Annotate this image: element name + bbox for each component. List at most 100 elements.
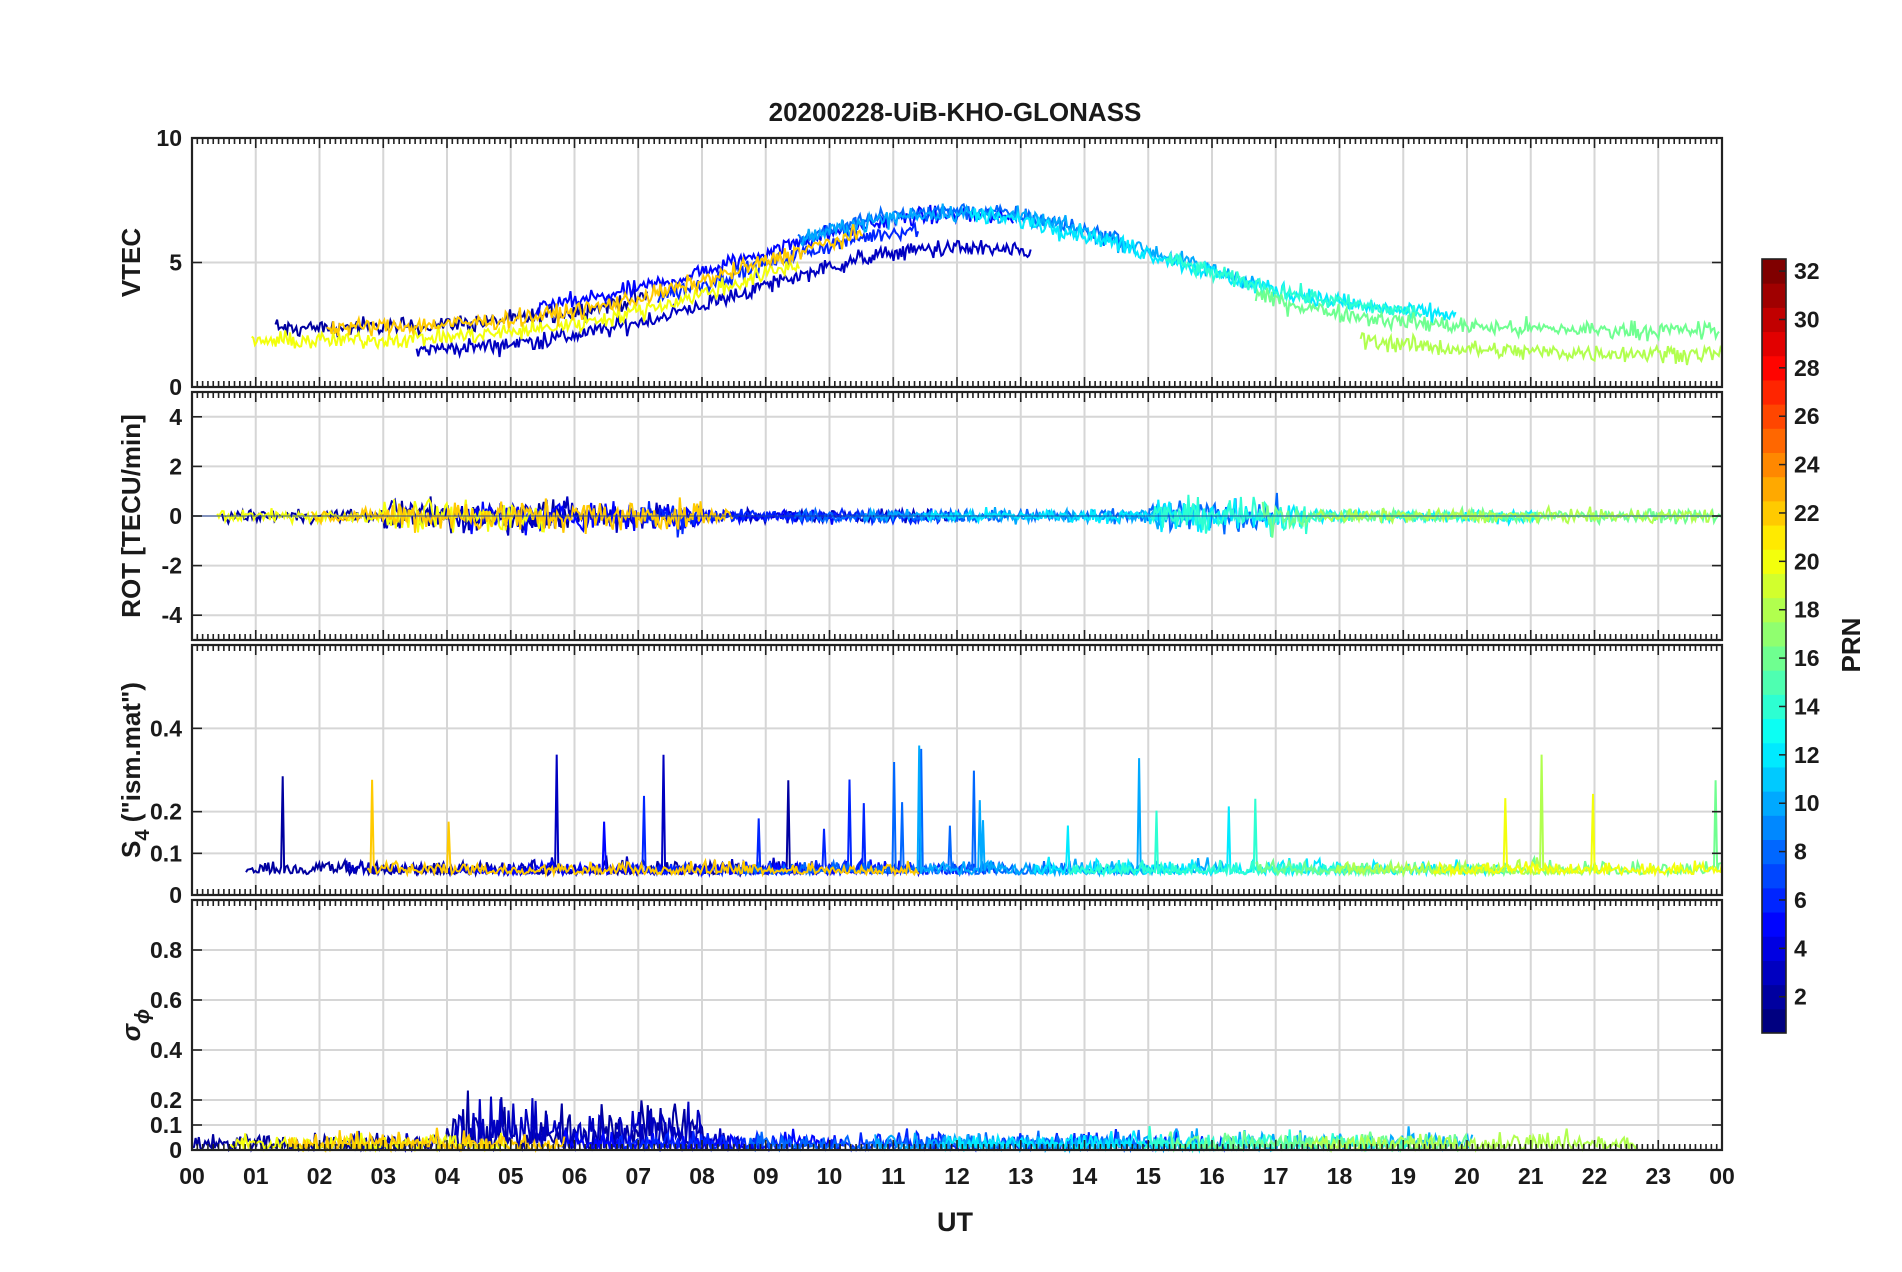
colorbar-label: PRN: [1836, 618, 1866, 673]
colorbar-band: [1762, 960, 1786, 986]
rot-panel: -4 -2 0 2 4 ROT [TECU/min]: [116, 390, 1724, 642]
y-axis-label: S4 ("ism.mat"): [116, 682, 154, 858]
colorbar-band: [1762, 525, 1786, 550]
colorbar-tick-label: 4: [1794, 935, 1807, 961]
x-tick-label: 05: [498, 1163, 524, 1189]
x-axis-label: UT: [937, 1207, 973, 1237]
colorbar-tick-label: 10: [1794, 790, 1820, 816]
y-tick-label: 0.1: [150, 840, 182, 866]
x-tick-label: 22: [1582, 1163, 1608, 1189]
x-tick-label: 21: [1518, 1163, 1544, 1189]
series-line-prn-22: [326, 224, 864, 337]
y-tick-label: 0: [169, 374, 182, 400]
colorbar-tick-label: 18: [1794, 597, 1820, 623]
colorbar-band: [1762, 476, 1786, 502]
series-line-prn-22: [310, 497, 734, 535]
series-line-prn-18: [1359, 331, 1723, 366]
y-tick-label: 0.4: [150, 1037, 182, 1063]
colorbar-tick-label: 2: [1794, 984, 1807, 1010]
x-tick-label: 11: [881, 1163, 906, 1189]
colorbar-band: [1762, 912, 1786, 937]
y-tick-label: 10: [156, 125, 182, 151]
y-tick-label: 4: [169, 404, 182, 430]
colorbar-tick-label: 30: [1794, 306, 1820, 332]
colorbar-tick-label: 22: [1794, 500, 1820, 526]
plot-frame: [190, 136, 1724, 389]
y-axis-label: VTEC: [116, 228, 146, 298]
y-axis-label: σϕ: [116, 1009, 154, 1041]
s4-panel: 0 0.1 0.2 0.4S4 ("ism.mat"): [116, 643, 1724, 908]
y-tick-label: 0.8: [150, 937, 182, 963]
colorbar-tick-label: 12: [1794, 742, 1820, 768]
sigma-phi-panel: 00.10.2 0.4 0.6 0.8 σϕ: [116, 898, 1724, 1163]
colorbar-band: [1762, 428, 1786, 453]
x-axis: 00 01 02 03 04 05 06 07 08 09 10 11 12 13 14 15 16 17 18 19…: [179, 1163, 1735, 1189]
plot-frame: [190, 898, 1724, 1152]
x-tick-label: 01: [243, 1163, 269, 1189]
plot-frame: [190, 643, 1724, 897]
y-tick-label: 0: [169, 503, 182, 529]
x-tick-label: 10: [817, 1163, 843, 1189]
x-tick-label: 00: [1709, 1163, 1735, 1189]
y-tick-label: 0: [169, 882, 182, 908]
colorbar-tick-label: 26: [1794, 403, 1820, 429]
colorbar-band: [1762, 863, 1786, 889]
y-tick-label: 0.1: [150, 1112, 182, 1138]
x-tick-label: 19: [1390, 1163, 1416, 1189]
x-tick-label: 20: [1454, 1163, 1480, 1189]
colorbar-tick-label: 14: [1794, 693, 1820, 719]
x-tick-label: 13: [1008, 1163, 1034, 1189]
colorbar-band: [1762, 621, 1786, 647]
series-line-prn-16: [1254, 287, 1720, 342]
x-tick-label: 03: [370, 1163, 396, 1189]
x-tick-label: 08: [689, 1163, 715, 1189]
series-line-prn-10: [799, 203, 1259, 289]
y-tick-label: -2: [162, 553, 182, 579]
colorbar-tick-label: 28: [1794, 355, 1820, 381]
x-tick-label: 16: [1199, 1163, 1225, 1189]
x-tick-label: 14: [1072, 1163, 1098, 1189]
y-tick-label: 2: [169, 453, 182, 479]
x-tick-label: 15: [1135, 1163, 1161, 1189]
y-tick-label: -4: [162, 602, 183, 628]
colorbar-band: [1762, 766, 1786, 792]
colorbar-band: [1762, 815, 1786, 840]
series-line-prn-22: [366, 779, 920, 879]
colorbar-tick-label: 6: [1794, 887, 1807, 913]
y-tick-label: 5: [169, 250, 182, 276]
colorbar-band: [1762, 718, 1786, 744]
y-tick-label: 0.4: [150, 715, 182, 741]
y-tick-label: 0.2: [150, 799, 182, 825]
colorbar-band: [1762, 670, 1786, 695]
y-tick-label: 0.2: [150, 1087, 182, 1113]
colorbar-frame: [1761, 258, 1787, 1034]
x-tick-label: 12: [944, 1163, 970, 1189]
y-axis-label: ROT [TECU/min]: [116, 414, 146, 618]
x-tick-label: 18: [1327, 1163, 1353, 1189]
colorbar-tick-label: 24: [1794, 452, 1820, 478]
x-tick-label: 17: [1263, 1163, 1289, 1189]
x-tick-label: 00: [179, 1163, 205, 1189]
series-line-prn-20: [251, 260, 800, 351]
series-line-prn-18: [1304, 1128, 1638, 1154]
series-line-prn-5: [559, 1128, 847, 1153]
plot-frame: [190, 390, 1724, 642]
series-line-prn-3: [415, 238, 1032, 360]
x-tick-label: 09: [753, 1163, 779, 1189]
figure-title: 20200228-UiB-KHO-GLONASS: [769, 97, 1142, 127]
y-tick-label: 0.6: [150, 987, 182, 1013]
colorbar-band: [1762, 331, 1786, 357]
series-line-prn-18: [1317, 503, 1714, 525]
x-tick-label: 02: [307, 1163, 333, 1189]
colorbar-tick-label: 20: [1794, 548, 1820, 574]
x-tick-label: 04: [434, 1163, 460, 1189]
series-line-prn-14: [1164, 252, 1423, 322]
x-tick-label: 07: [625, 1163, 651, 1189]
colorbar-band: [1762, 1008, 1786, 1034]
series-line-prn-20: [1432, 793, 1723, 878]
y-tick-label: 0: [169, 1137, 182, 1163]
colorbar-band: [1762, 573, 1786, 599]
colorbar-band: [1762, 379, 1786, 405]
